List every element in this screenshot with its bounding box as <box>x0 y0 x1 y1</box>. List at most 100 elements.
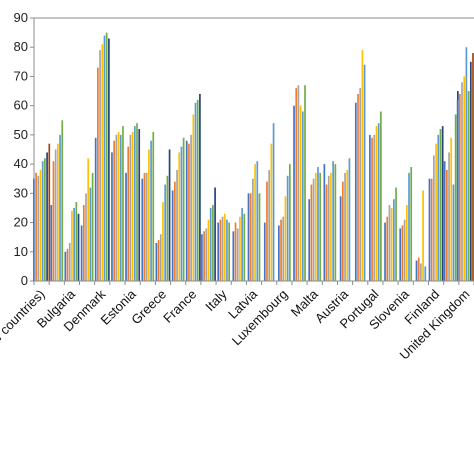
bar-20-1 <box>341 181 344 281</box>
bar-0-0 <box>33 178 35 281</box>
bar-5-5 <box>122 126 124 282</box>
bar-6-1 <box>127 146 130 281</box>
bar-1-2 <box>54 149 57 281</box>
bar-17-4 <box>301 111 304 281</box>
bar-12-5 <box>228 222 231 281</box>
bar-4-1 <box>97 67 99 282</box>
bar-3-2 <box>85 193 87 281</box>
bar-10-5 <box>196 99 199 281</box>
bar-25-3 <box>422 190 424 281</box>
bar-14-2 <box>252 178 254 281</box>
bar-28-4 <box>465 47 468 281</box>
bar-7-4 <box>150 140 152 281</box>
bar-1-3 <box>57 143 59 281</box>
bar-12-3 <box>223 213 226 281</box>
bar-24-5 <box>410 167 413 281</box>
bar-24-2 <box>403 219 406 281</box>
bar-19-5 <box>334 164 337 281</box>
bar-0-2 <box>37 175 40 281</box>
bar-27-0 <box>443 161 446 281</box>
bar-12-0 <box>217 222 220 281</box>
y-tick-label: 0 <box>21 273 28 288</box>
bar-21-1 <box>357 93 359 281</box>
bar-4-2 <box>99 50 101 281</box>
bar-16-2 <box>282 216 285 281</box>
bar-12-1 <box>219 219 222 281</box>
bar-24-3 <box>405 205 408 281</box>
bar-2-0 <box>64 251 67 281</box>
bar-14-3 <box>254 164 256 281</box>
bar-10-1 <box>188 143 190 281</box>
bar-3-3 <box>87 158 90 281</box>
bar-21-2 <box>359 88 362 281</box>
bar-19-0 <box>323 164 326 281</box>
bar-18-4 <box>317 167 319 281</box>
bar-6-3 <box>131 131 134 281</box>
bar-18-2 <box>312 178 315 281</box>
bar-8-4 <box>164 184 167 281</box>
x-category-label: France <box>160 287 199 326</box>
bar-0-7 <box>48 143 51 281</box>
bar-3-4 <box>89 187 92 281</box>
bar-3-1 <box>82 205 85 281</box>
bar-10-4 <box>194 102 197 282</box>
bar-22-3 <box>375 126 378 282</box>
bar-15-1 <box>266 181 268 281</box>
bar-18-5 <box>319 172 322 281</box>
bar-17-5 <box>304 85 306 282</box>
bar-27-4 <box>452 184 455 281</box>
bar-9-4 <box>180 146 183 281</box>
bar-13-3 <box>239 216 241 281</box>
bar-0-1 <box>35 172 37 281</box>
bar-24-1 <box>401 225 404 281</box>
bar-9-1 <box>173 181 176 281</box>
bar-20-3 <box>346 169 349 281</box>
bar-19-4 <box>332 161 335 281</box>
bar-7-1 <box>143 172 146 281</box>
bar-11-6 <box>214 187 216 281</box>
bar-9-2 <box>176 169 178 281</box>
bar-11-5 <box>212 205 214 281</box>
bar-12-4 <box>226 219 228 281</box>
bar-26-4 <box>437 134 440 281</box>
bar-26-0 <box>428 178 431 281</box>
bar-13-2 <box>236 228 239 281</box>
bar-2-5 <box>75 202 78 281</box>
bar-24-4 <box>408 172 410 281</box>
bar-18-3 <box>314 172 317 281</box>
bar-20-2 <box>344 172 346 281</box>
bar-22-2 <box>373 134 376 281</box>
bar-18-1 <box>310 184 313 281</box>
bar-17-0 <box>293 105 295 281</box>
bar-19-1 <box>325 184 328 281</box>
bar-2-2 <box>68 243 71 281</box>
bar-4-5 <box>105 32 108 281</box>
bar-10-6 <box>199 93 201 281</box>
y-tick-label: 50 <box>14 127 28 142</box>
bar-17-3 <box>299 105 302 281</box>
bar-0-4 <box>41 161 44 281</box>
y-tick-label: 20 <box>14 215 28 230</box>
bar-25-2 <box>420 263 422 281</box>
bar-4-3 <box>101 44 104 281</box>
bar-7-0 <box>141 178 144 281</box>
bar-15-3 <box>270 143 273 281</box>
bar-2-6 <box>77 213 80 281</box>
bar-27-5 <box>454 114 457 282</box>
bar-8-0 <box>155 243 158 281</box>
bar-28-7 <box>472 53 474 281</box>
bar-21-3 <box>361 50 364 281</box>
bar-11-1 <box>203 231 205 281</box>
bar-20-0 <box>339 196 342 281</box>
bar-13-4 <box>241 207 243 281</box>
bar-5-0 <box>111 152 113 281</box>
bar-22-4 <box>377 123 380 281</box>
bar-15-4 <box>272 123 275 281</box>
y-tick-label: 60 <box>14 98 28 113</box>
bar-8-3 <box>162 202 164 281</box>
bar-0-6 <box>46 152 48 281</box>
bar-13-0 <box>232 231 235 281</box>
bar-14-5 <box>258 193 261 281</box>
bar-25-4 <box>424 266 427 281</box>
bar-26-3 <box>435 143 437 281</box>
